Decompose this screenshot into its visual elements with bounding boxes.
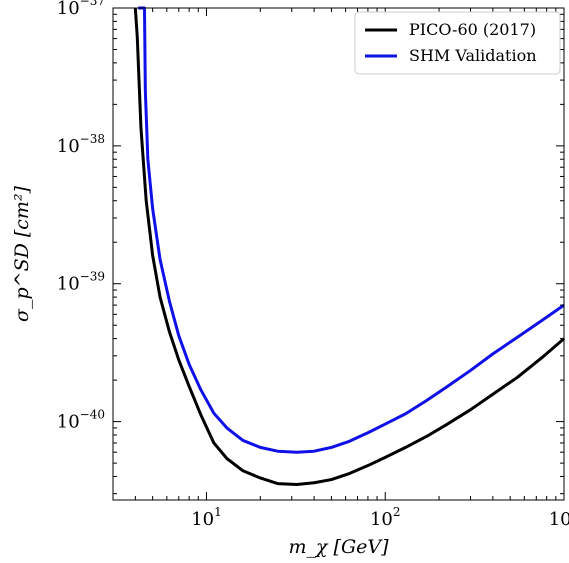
y-tick-label: 10−39 [57, 270, 105, 295]
legend-label-shm-validation: SHM Validation [409, 46, 537, 65]
legend: PICO-60 (2017) SHM Validation [354, 11, 561, 75]
axes-frame [112, 7, 565, 501]
x-tick-label: 101 [191, 505, 222, 530]
ticks-layer [112, 7, 565, 500]
y-tick-label: 10−38 [57, 132, 105, 157]
y-tick-label: 10−37 [57, 0, 105, 19]
y-axis-label: σ_p^SD [cm²] [11, 185, 33, 322]
series-line-shm-validation [138, 6, 565, 454]
x-tick-label: 102 [370, 505, 401, 530]
x-axis-label: m_χ [GeV] [288, 536, 389, 558]
labels-layer: 101 102 103 10−37 10−38 10−39 10−40 m_χ [GeV] σ_… [11, 0, 569, 558]
y-tick-label: 10−40 [57, 408, 105, 433]
plot-lines [133, 6, 565, 486]
legend-label-pico60: PICO-60 (2017) [409, 20, 536, 39]
series-line-pico60 [133, 7, 565, 486]
legend-box [354, 11, 561, 75]
x-tick-label: 103 [549, 505, 569, 530]
